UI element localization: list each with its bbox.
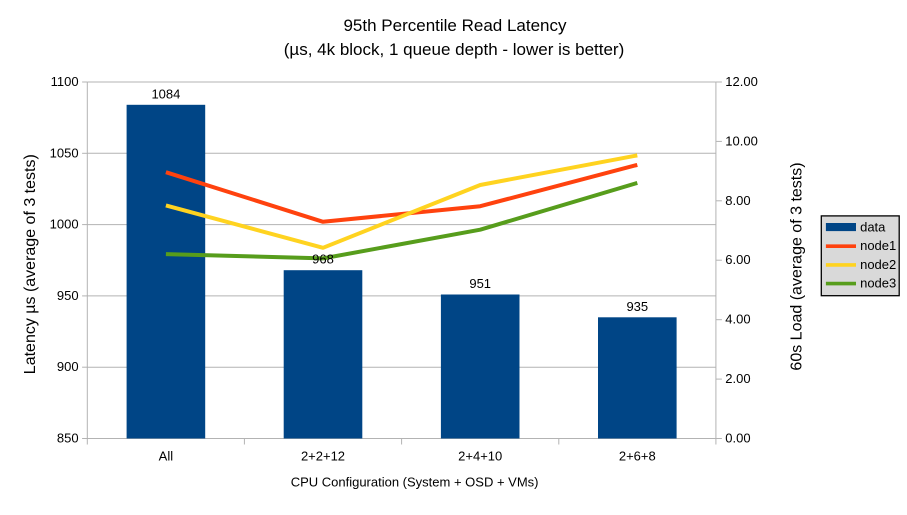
- svg-text:935: 935: [626, 299, 648, 314]
- svg-text:2+6+8: 2+6+8: [619, 448, 656, 463]
- svg-text:10.00: 10.00: [725, 133, 758, 148]
- svg-text:968: 968: [312, 252, 334, 267]
- svg-text:95th Percentile Read Latency: 95th Percentile Read Latency: [343, 16, 567, 35]
- svg-text:850: 850: [57, 431, 79, 446]
- svg-text:4.00: 4.00: [725, 312, 750, 327]
- svg-text:node1: node1: [860, 238, 896, 253]
- svg-text:900: 900: [57, 359, 79, 374]
- svg-text:1100: 1100: [51, 74, 79, 89]
- svg-text:2+2+12: 2+2+12: [301, 448, 345, 463]
- svg-text:2.00: 2.00: [725, 371, 750, 386]
- svg-text:data: data: [860, 220, 886, 235]
- svg-text:1050: 1050: [50, 145, 79, 160]
- svg-text:8.00: 8.00: [725, 193, 750, 208]
- svg-text:6.00: 6.00: [725, 252, 750, 267]
- svg-text:node3: node3: [860, 276, 896, 291]
- svg-text:1084: 1084: [151, 86, 180, 101]
- svg-text:node2: node2: [860, 257, 896, 272]
- svg-text:950: 950: [57, 288, 79, 303]
- svg-text:0.00: 0.00: [725, 431, 750, 446]
- svg-text:951: 951: [469, 276, 491, 291]
- svg-text:All: All: [159, 448, 174, 463]
- svg-text:12.00: 12.00: [725, 74, 758, 89]
- svg-text:(µs, 4k block, 1 queue depth -: (µs, 4k block, 1 queue depth - lower is …: [284, 40, 625, 59]
- svg-text:1000: 1000: [50, 217, 79, 232]
- svg-text:60s Load (average of 3 tests): 60s Load (average of 3 tests): [788, 162, 805, 370]
- svg-text:Latency µs (average of 3 tests: Latency µs (average of 3 tests): [22, 154, 39, 374]
- svg-text:CPU Configuration (System + OS: CPU Configuration (System + OSD + VMs): [291, 474, 539, 489]
- svg-text:2+4+10: 2+4+10: [458, 448, 502, 463]
